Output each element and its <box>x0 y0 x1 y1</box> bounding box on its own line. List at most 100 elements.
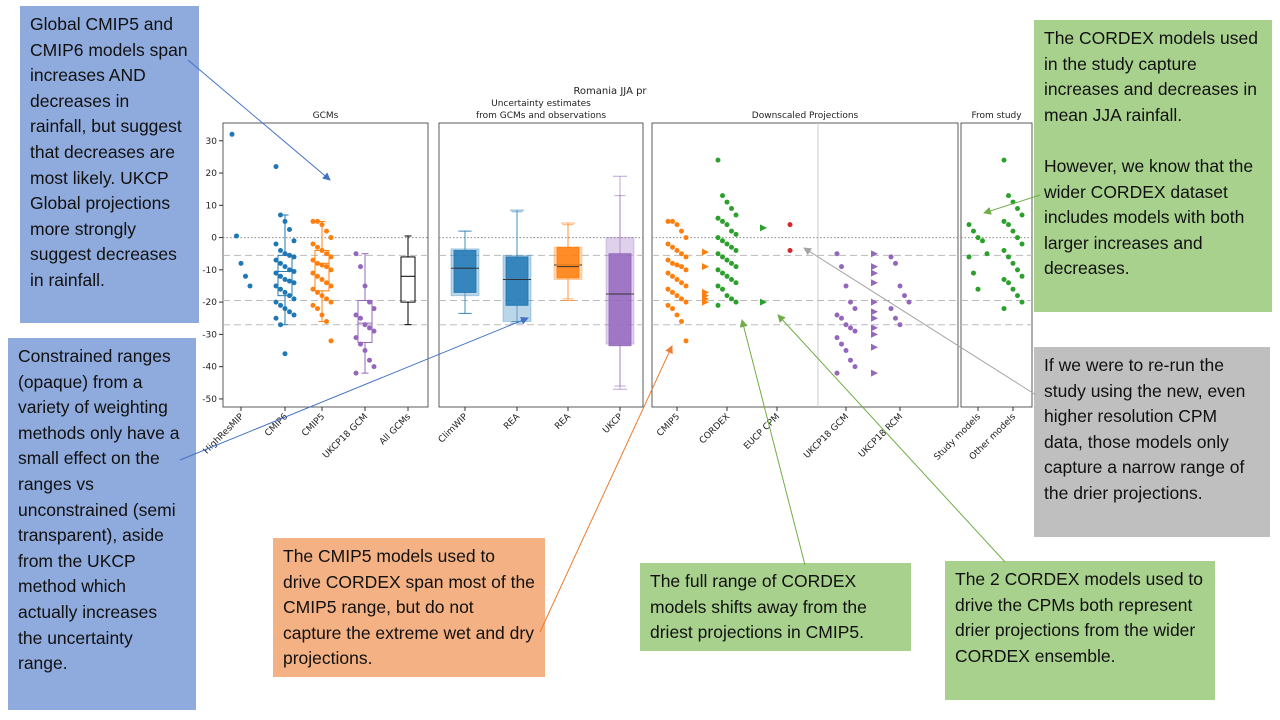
point <box>679 296 684 302</box>
point <box>310 218 316 224</box>
point <box>720 254 725 260</box>
point <box>273 241 279 247</box>
point <box>871 314 878 322</box>
point <box>324 296 329 302</box>
x-tick-label: CMIP5 <box>655 412 682 439</box>
point <box>843 283 849 289</box>
point <box>670 273 675 279</box>
x-tick-label: REA <box>553 411 573 431</box>
point <box>834 335 840 341</box>
point <box>724 199 730 205</box>
point <box>843 322 849 328</box>
point <box>315 260 320 266</box>
x-tick-label: ClimWIP <box>437 412 471 446</box>
y-tick-label: 0 <box>211 234 217 244</box>
point <box>724 293 730 299</box>
point <box>897 283 903 289</box>
point <box>724 257 730 263</box>
point <box>834 312 840 318</box>
box <box>453 249 477 293</box>
point <box>720 218 725 224</box>
point <box>839 341 844 347</box>
y-tick-label: -50 <box>202 395 217 405</box>
point <box>1015 235 1020 241</box>
point <box>371 364 377 370</box>
point <box>328 299 334 305</box>
point <box>353 335 359 341</box>
point <box>893 260 898 266</box>
point <box>278 247 283 253</box>
point <box>315 218 320 224</box>
box <box>556 246 580 279</box>
point <box>665 241 671 247</box>
point <box>319 293 325 299</box>
point <box>247 283 253 289</box>
point <box>287 267 292 273</box>
point <box>1001 218 1007 224</box>
point <box>319 262 325 268</box>
point <box>291 312 297 318</box>
point <box>1006 254 1011 260</box>
point <box>1019 241 1025 247</box>
point <box>358 315 363 321</box>
point <box>679 251 684 257</box>
point <box>273 283 279 289</box>
point <box>371 328 377 334</box>
point <box>871 279 878 287</box>
point <box>278 273 283 279</box>
point <box>760 298 767 306</box>
point <box>324 318 329 324</box>
annotation-text: The CORDEX models used in the study capt… <box>1044 28 1258 125</box>
point <box>871 269 878 277</box>
point <box>1006 222 1011 228</box>
point <box>324 264 329 270</box>
y-tick-label: 20 <box>206 169 218 179</box>
point <box>683 299 689 305</box>
point <box>715 157 721 163</box>
point <box>273 257 279 263</box>
box <box>608 253 632 347</box>
x-tick-label: UKCP18 RCM <box>857 412 905 460</box>
point <box>670 244 675 250</box>
point <box>984 251 990 257</box>
point <box>362 283 368 289</box>
point <box>683 254 689 260</box>
point <box>273 299 279 305</box>
point <box>315 244 320 250</box>
point <box>729 244 734 250</box>
annotation-text: Global CMIP5 and CMIP6 models span incre… <box>30 14 188 290</box>
point <box>358 264 363 270</box>
point <box>674 312 680 318</box>
point <box>371 306 377 312</box>
point <box>238 260 244 266</box>
point <box>353 370 359 376</box>
point <box>328 267 334 273</box>
x-tick-label: REA <box>502 411 522 431</box>
point <box>715 215 721 221</box>
point <box>315 273 320 279</box>
point <box>971 270 976 276</box>
point <box>310 286 316 292</box>
point <box>278 212 283 218</box>
point <box>291 254 297 260</box>
point <box>310 241 316 247</box>
point <box>670 218 675 224</box>
point <box>282 306 288 312</box>
point <box>1001 157 1007 163</box>
point <box>871 324 878 332</box>
x-tick-label: CORDEX <box>698 412 732 446</box>
point <box>724 241 730 247</box>
annotation-box: Global CMIP5 and CMIP6 models span incre… <box>20 6 199 323</box>
point <box>871 308 878 316</box>
panel-title: From study <box>971 111 1022 121</box>
point <box>871 330 878 338</box>
point <box>229 131 235 137</box>
point <box>670 306 675 312</box>
point <box>328 283 334 289</box>
point <box>1015 293 1020 299</box>
point <box>679 318 684 324</box>
point <box>1010 286 1016 292</box>
point <box>282 277 288 283</box>
annotation-box: Constrained ranges (opaque) from a varie… <box>8 338 196 710</box>
